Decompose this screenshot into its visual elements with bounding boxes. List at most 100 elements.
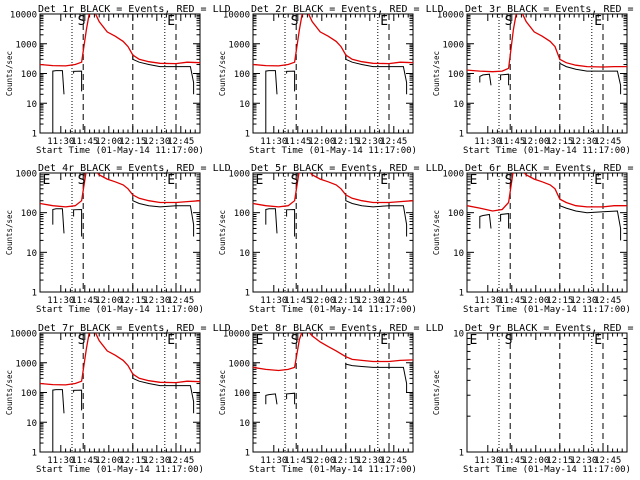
x-axis-label: Start Time (01-May-14 11:17:00) <box>36 465 204 475</box>
x-tick-label: 12:45 <box>594 456 621 466</box>
x-axis-label: Start Time (01-May-14 11:17:00) <box>463 146 631 156</box>
marker-label-e: E <box>167 14 175 29</box>
marker-label-e: E <box>469 173 477 188</box>
y-tick-label: 1 <box>459 289 464 299</box>
x-tick-label: 12:00 <box>308 296 335 306</box>
series-lld-line <box>40 14 90 67</box>
y-tick-label: 100 <box>234 209 250 219</box>
plot-frame <box>252 172 414 293</box>
y-axis-label: Counts/sec <box>218 370 227 415</box>
chart-panel-8: Det 8r BLACK = Events, RED = LLD Counts/s… <box>218 323 444 475</box>
x-tick-label: 12:45 <box>167 296 194 306</box>
chart-title: Det 9r BLACK = Events, RED = LLD <box>465 323 640 334</box>
x-tick-label: 11:45 <box>498 296 525 306</box>
x-tick-label: 12:30 <box>570 296 597 306</box>
y-axis-label: Counts/sec <box>5 210 14 255</box>
marker-label-e: E <box>167 333 175 348</box>
marker-label-s: S <box>291 14 299 29</box>
x-tick-label: 11:45 <box>498 456 525 466</box>
y-tick-label: 100 <box>21 70 37 80</box>
y-tick-label: 1 <box>245 289 250 299</box>
x-tick-label: 12:30 <box>143 296 170 306</box>
chart-panel-7: Det 7r BLACK = Events, RED = LLD Counts/s… <box>5 323 231 475</box>
chart-title: Det 7r BLACK = Events, RED = LLD <box>38 323 231 334</box>
x-tick-label: 12:15 <box>546 456 573 466</box>
series-events-line <box>73 70 83 92</box>
x-tick-label: 12:30 <box>356 456 383 466</box>
y-tick-label: 10 <box>239 100 250 110</box>
series-lld-line <box>523 173 627 208</box>
marker-label-s: S <box>291 333 299 348</box>
chart-title: Det 6r BLACK = Events, RED = LLD <box>465 163 640 174</box>
x-tick-label: 11:30 <box>47 137 74 147</box>
series-group <box>253 333 413 405</box>
series-group <box>40 333 200 452</box>
x-tick-label: 11:45 <box>71 296 98 306</box>
marker-label-e: E <box>255 333 263 348</box>
y-tick-label: 10 <box>453 100 464 110</box>
x-tick-label: 11:45 <box>71 456 98 466</box>
x-tick-label: 12:00 <box>95 456 122 466</box>
y-axis-label: Counts/sec <box>218 210 227 255</box>
chart-title: Det 2r BLACK = Events, RED = LLD <box>251 4 444 15</box>
y-axis-label: Counts/sec <box>218 51 227 96</box>
series-events-line <box>345 55 408 95</box>
y-tick-label: 1 <box>32 449 37 459</box>
chart-panel-3: Det 3r BLACK = Events, RED = LLD Counts/s… <box>432 4 640 156</box>
x-tick-label: 12:00 <box>522 137 549 147</box>
y-tick-label: 1000 <box>228 359 250 369</box>
x-tick-label: 12:45 <box>594 296 621 306</box>
y-tick-label: 10000 <box>10 330 37 340</box>
y-tick-label: 10 <box>26 249 37 259</box>
series-events-line <box>479 213 492 229</box>
y-tick-label: 10 <box>453 249 464 259</box>
x-tick-label: 12:30 <box>143 137 170 147</box>
y-tick-label: 100 <box>234 70 250 80</box>
x-tick-label: 12:45 <box>594 137 621 147</box>
series-events-line <box>345 197 408 237</box>
y-tick-label: 10 <box>26 419 37 429</box>
x-tick-label: 12:30 <box>570 137 597 147</box>
y-tick-label: 100 <box>448 209 464 219</box>
y-tick-label: 10000 <box>437 11 464 21</box>
marker-label-s: S <box>291 173 299 188</box>
series-group <box>253 14 413 133</box>
x-axis-label: Start Time (01-May-14 11:17:00) <box>36 305 204 315</box>
y-tick-label: 1 <box>32 130 37 140</box>
chart-title: Det 1r BLACK = Events, RED = LLD <box>38 4 231 15</box>
x-tick-label: 12:30 <box>570 456 597 466</box>
y-tick-label: 1000 <box>442 170 464 180</box>
plot-frame <box>39 172 201 293</box>
x-tick-label: 12:15 <box>119 456 146 466</box>
series-lld-line <box>307 14 413 65</box>
series-events-line <box>559 203 622 241</box>
x-tick-label: 12:15 <box>332 456 359 466</box>
y-tick-label: 10000 <box>10 11 37 21</box>
x-tick-label: 11:30 <box>260 137 287 147</box>
series-events-line <box>132 55 195 95</box>
x-tick-label: 11:30 <box>47 456 74 466</box>
x-tick-label: 11:45 <box>284 456 311 466</box>
series-events-line <box>52 389 65 452</box>
y-tick-label: 1000 <box>228 170 250 180</box>
series-lld-line <box>94 333 200 384</box>
series-events-line <box>52 70 65 133</box>
x-tick-label: 12:15 <box>546 137 573 147</box>
y-tick-label: 10 <box>239 419 250 429</box>
y-tick-label: 100 <box>21 209 37 219</box>
x-tick-label: 11:45 <box>498 137 525 147</box>
y-tick-label: 10 <box>453 330 464 340</box>
marker-label-e: E <box>594 173 602 188</box>
y-axis-label: Counts/sec <box>5 370 14 415</box>
chart-panel-6: Det 6r BLACK = Events, RED = LLD Counts/s… <box>432 163 640 315</box>
x-tick-label: 12:00 <box>95 296 122 306</box>
series-events-line <box>559 61 622 95</box>
series-events-line <box>479 73 492 86</box>
series-lld-line <box>94 14 200 65</box>
y-tick-label: 10 <box>26 100 37 110</box>
series-events-line <box>73 389 83 411</box>
series-lld-line <box>521 14 627 68</box>
x-tick-label: 12:15 <box>119 296 146 306</box>
marker-label-e: E <box>42 173 50 188</box>
y-tick-label: 1 <box>459 130 464 140</box>
